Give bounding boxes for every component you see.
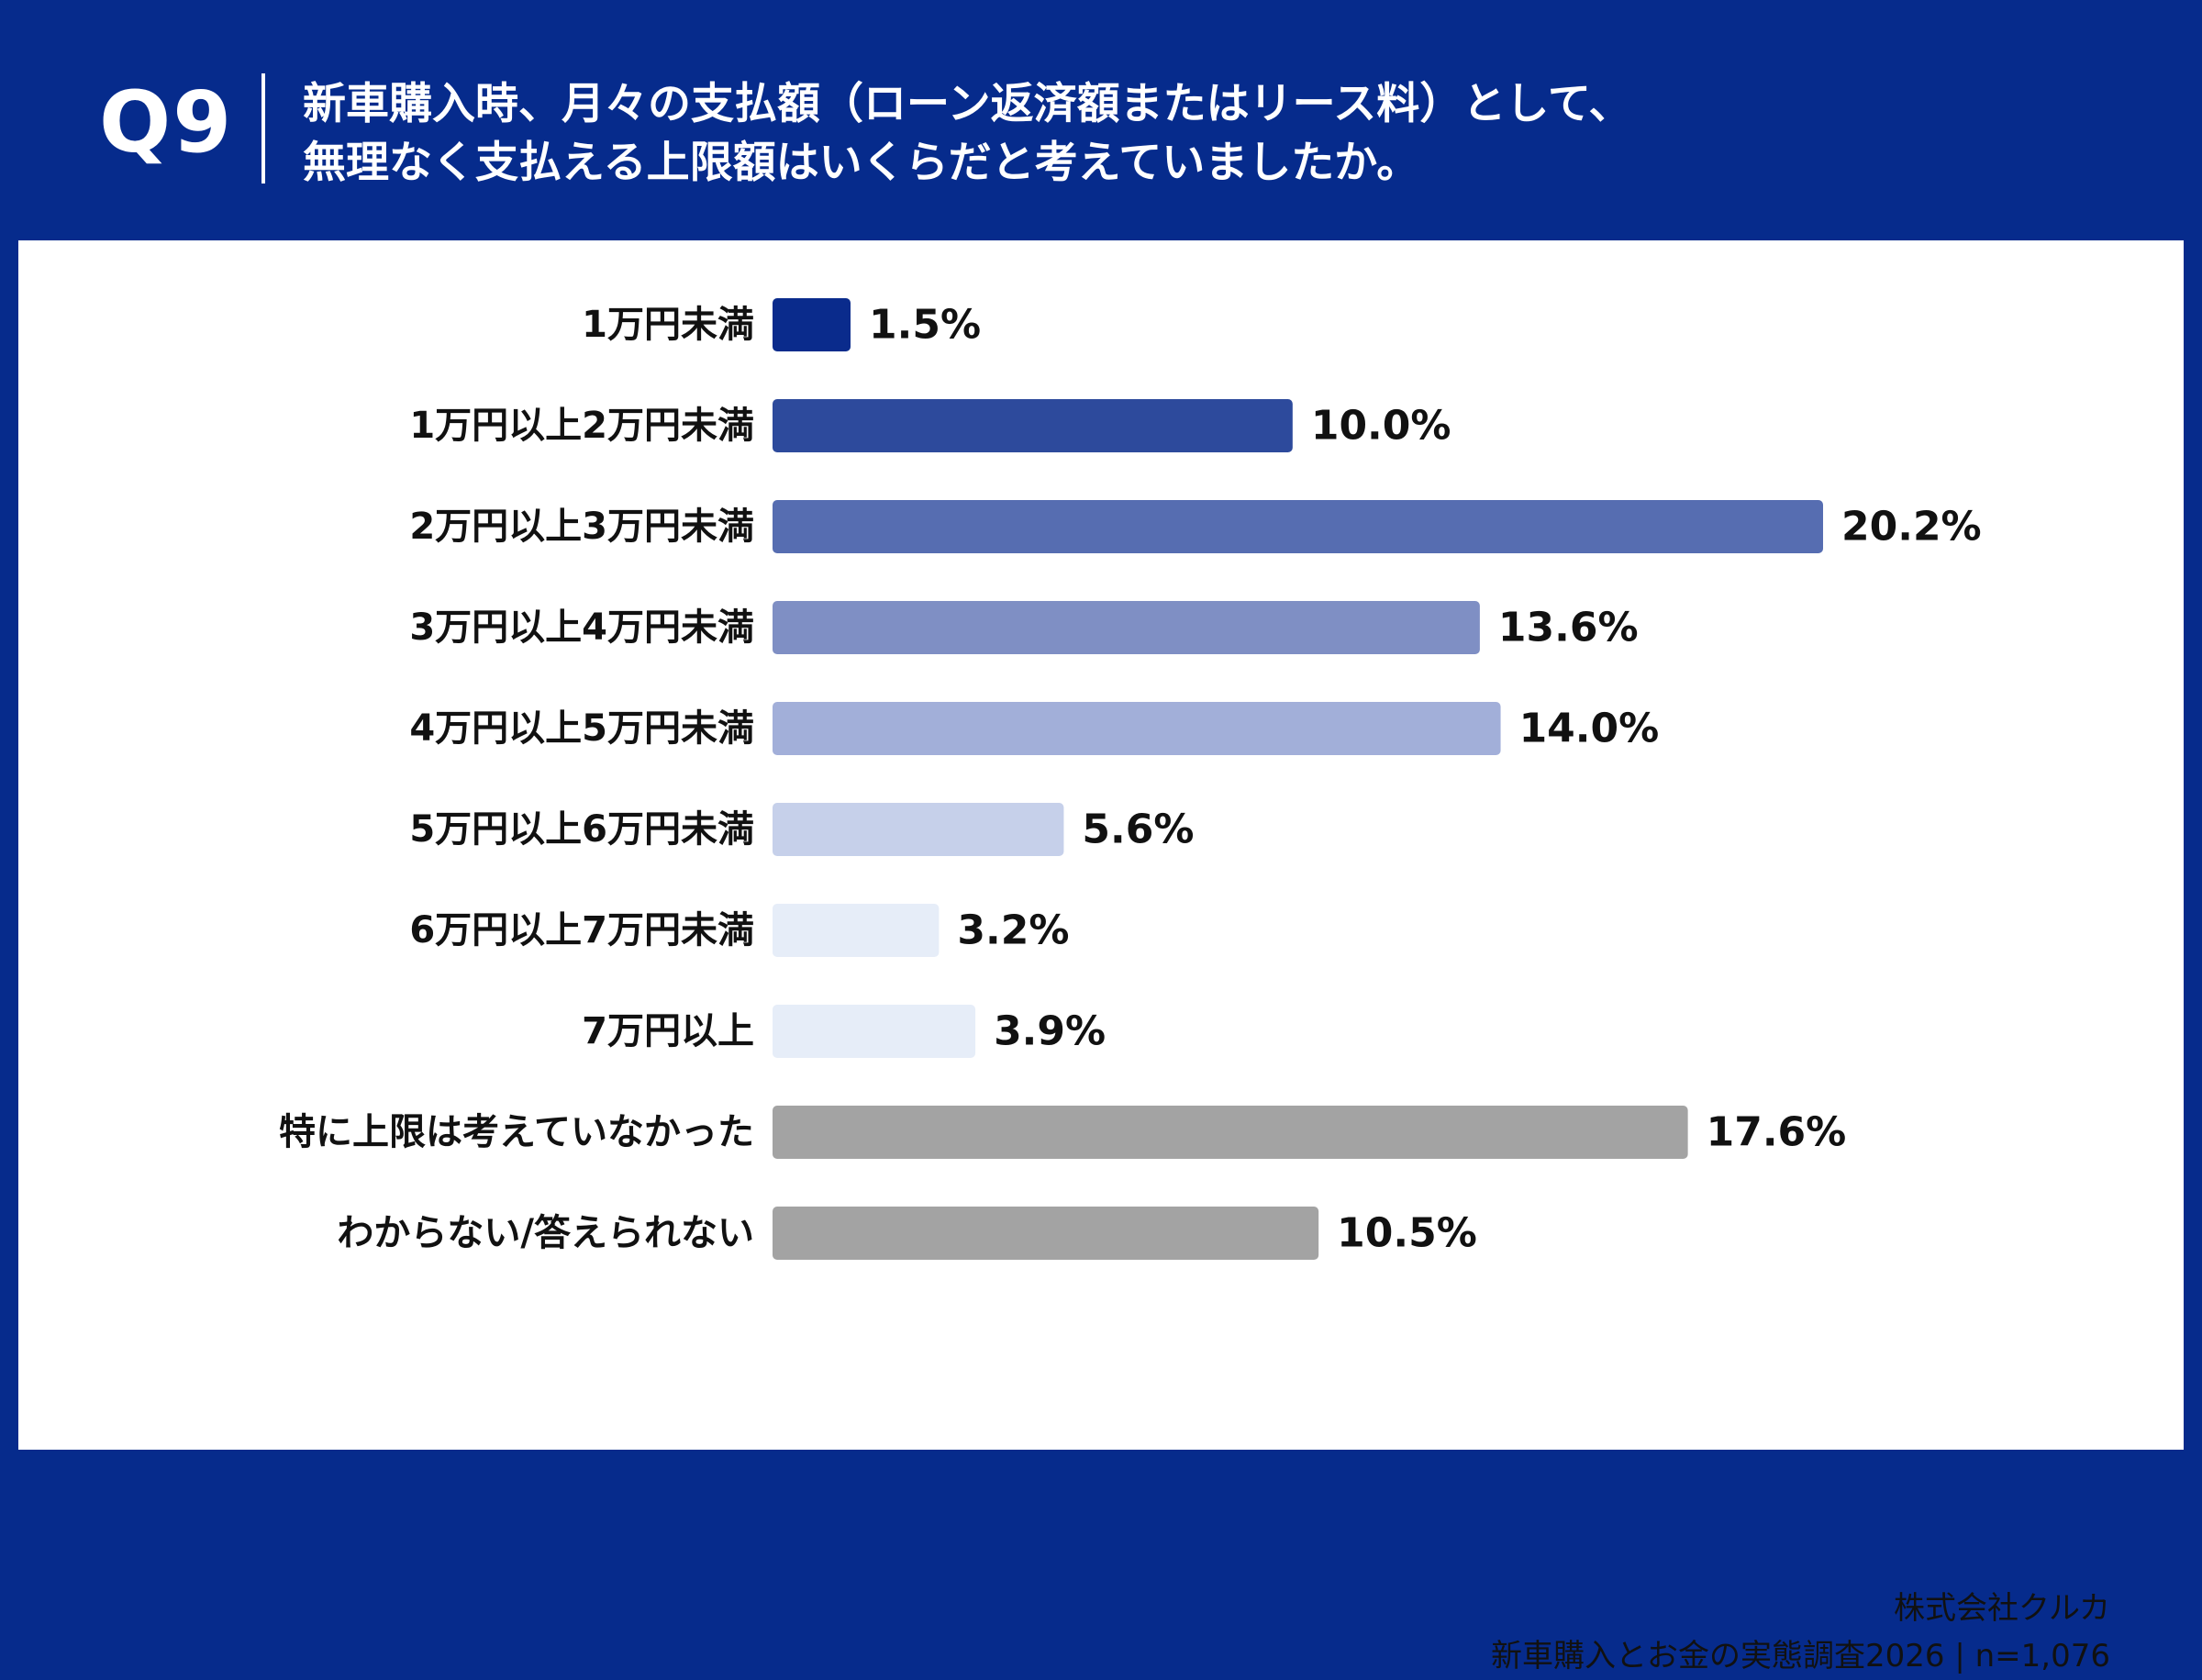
- question-line-1: 新車購入時、月々の支払額（ローン返済額またはリース料）として、: [303, 79, 1632, 129]
- company-name: 株式会社クルカ: [1894, 1590, 2110, 1627]
- bar: [773, 1106, 1688, 1159]
- chart-panel: 1万円未満 1.5% 1万円以上2万円未満 10.0% 2万円以上3万円未満 20.2% 3…: [18, 240, 2184, 1674]
- bar: [773, 399, 1293, 452]
- value-label: 17.6%: [1707, 1109, 1847, 1156]
- category-label: 1万円以上2万円未満: [409, 405, 754, 447]
- category-label: 5万円以上6万円未満: [409, 808, 754, 851]
- category-label: わからない/答えられない: [337, 1212, 754, 1254]
- bar: [773, 601, 1480, 654]
- value-label: 1.5%: [869, 302, 981, 349]
- category-label: 2万円以上3万円未満: [409, 506, 754, 548]
- question-header: Q9 新車購入時、月々の支払額（ローン返済額またはリース料）として、 無理なく支…: [0, 0, 2202, 239]
- bar: [773, 904, 940, 957]
- category-label: 3万円以上4万円未満: [409, 606, 754, 649]
- question-number: Q9: [99, 73, 234, 172]
- value-label: 5.6%: [1082, 807, 1194, 853]
- value-label: 10.0%: [1311, 403, 1451, 450]
- value-label: 14.0%: [1519, 706, 1660, 752]
- source-footer: 株式会社クルカ 新車購入とお金の実態調査2026 | n=1,076: [1491, 1585, 2110, 1680]
- bar: [773, 298, 851, 351]
- survey-info: 新車購入とお金の実態調査2026 | n=1,076: [1491, 1638, 2110, 1674]
- value-label: 20.2%: [1841, 504, 1982, 551]
- question-text: 新車購入時、月々の支払額（ローン返済額またはリース料）として、 無理なく支払える…: [303, 75, 1632, 193]
- question-line-2: 無理なく支払える上限額はいくらだと考えていましたか。: [303, 138, 1420, 188]
- category-label: 特に上限は考えていなかった: [279, 1111, 754, 1153]
- value-label: 13.6%: [1498, 605, 1639, 651]
- bar: [773, 500, 1823, 553]
- bar: [773, 702, 1501, 755]
- value-label: 3.2%: [957, 907, 1069, 954]
- category-label: 6万円以上7万円未満: [409, 909, 754, 951]
- bar: [773, 1005, 976, 1058]
- bar: [773, 1207, 1319, 1260]
- category-label: 4万円以上5万円未満: [409, 707, 754, 750]
- value-label: 3.9%: [994, 1008, 1106, 1055]
- header-divider: [261, 73, 265, 184]
- bar-chart: 1万円未満 1.5% 1万円以上2万円未満 10.0% 2万円以上3万円未満 20.2% 3…: [279, 298, 1982, 1260]
- bar: [773, 803, 1064, 856]
- category-label: 1万円未満: [582, 304, 754, 346]
- value-label: 10.5%: [1337, 1210, 1477, 1257]
- category-label: 7万円以上: [582, 1010, 754, 1052]
